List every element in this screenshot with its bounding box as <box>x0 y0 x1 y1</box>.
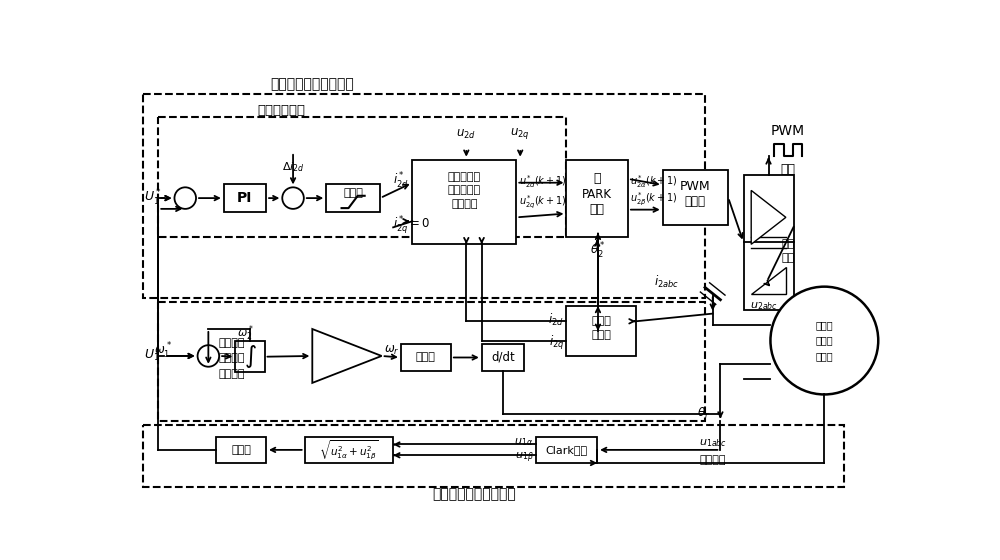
Circle shape <box>174 187 196 209</box>
Text: $\int$: $\int$ <box>244 343 256 370</box>
Bar <box>566 160 628 236</box>
Text: $\omega_1^*$: $\omega_1^*$ <box>154 340 172 361</box>
Text: $u_{2\alpha}^*(k+1)$: $u_{2\alpha}^*(k+1)$ <box>630 172 678 189</box>
Text: +: + <box>291 195 301 208</box>
Bar <box>663 170 728 225</box>
Text: 信号: 信号 <box>781 163 796 176</box>
Text: $i_{2d}^*$: $i_{2d}^*$ <box>393 171 409 192</box>
Bar <box>143 425 844 487</box>
Text: $u_{2q}^*(k+1)$: $u_{2q}^*(k+1)$ <box>519 193 566 211</box>
Bar <box>158 302 705 421</box>
Text: $\omega_r$: $\omega_r$ <box>384 344 400 357</box>
Polygon shape <box>312 329 382 383</box>
Text: 功率绕组电压幅値计算: 功率绕组电压幅値计算 <box>432 488 516 502</box>
Bar <box>235 341 265 372</box>
Text: $i_{2abc}$: $i_{2abc}$ <box>654 274 679 291</box>
Text: $i_{2d}$: $i_{2d}$ <box>548 312 564 328</box>
Text: 发电机: 发电机 <box>816 351 833 361</box>
Text: $u_{2\beta}^*(k+1)$: $u_{2\beta}^*(k+1)$ <box>630 191 678 208</box>
Text: 馈感应: 馈感应 <box>816 335 833 346</box>
Bar <box>482 344 524 371</box>
Text: PWM: PWM <box>771 124 805 138</box>
Text: +: + <box>207 354 218 367</box>
Text: −: − <box>199 347 210 360</box>
Text: 限幅器: 限幅器 <box>343 189 363 198</box>
Text: $\omega_2^*$: $\omega_2^*$ <box>237 323 254 343</box>
Text: $i_{2q}$: $i_{2q}$ <box>549 334 564 352</box>
Bar <box>305 437 393 463</box>
Bar <box>744 175 794 310</box>
Bar <box>326 184 380 212</box>
Text: 变换: 变换 <box>590 203 605 216</box>
Circle shape <box>198 345 219 367</box>
Text: $u_{2abc}$: $u_{2abc}$ <box>750 300 778 312</box>
Text: −: − <box>183 196 194 209</box>
Text: $\theta_2^*$: $\theta_2^*$ <box>590 240 606 260</box>
Text: 旋转坐: 旋转坐 <box>591 316 611 326</box>
Text: $U_1^*$: $U_1^*$ <box>144 188 162 208</box>
Text: 电流矢量: 电流矢量 <box>218 353 245 363</box>
Text: $u_{1\beta}$: $u_{1\beta}$ <box>515 450 533 465</box>
Circle shape <box>282 187 304 209</box>
Text: 无刷双: 无刷双 <box>816 320 833 330</box>
Bar <box>536 437 597 463</box>
Text: $\theta_r$: $\theta_r$ <box>697 406 710 421</box>
Text: 流控制器: 流控制器 <box>451 199 478 209</box>
Text: 滤波器: 滤波器 <box>416 352 436 362</box>
Text: $u_{2q}$: $u_{2q}$ <box>510 126 530 141</box>
Text: 控制绕组无: 控制绕组无 <box>448 171 481 181</box>
Polygon shape <box>751 190 786 244</box>
Text: 逆: 逆 <box>593 172 601 185</box>
Bar <box>216 437 266 463</box>
Bar <box>412 160 516 244</box>
Circle shape <box>770 287 878 394</box>
Text: 生成器: 生成器 <box>685 195 706 208</box>
Text: 标变换: 标变换 <box>591 330 611 340</box>
Text: d/dt: d/dt <box>491 351 515 364</box>
Bar <box>158 117 566 236</box>
Text: 空载励磁电流: 空载励磁电流 <box>258 104 306 117</box>
Bar <box>224 184 266 212</box>
Text: 控制绕组: 控制绕组 <box>218 338 245 348</box>
Text: 功率绕组电压幅値控制: 功率绕组电压幅値控制 <box>270 77 354 91</box>
Text: +: + <box>176 189 187 202</box>
Text: $u_{2d}$: $u_{2d}$ <box>456 128 476 141</box>
Text: PI: PI <box>237 191 253 205</box>
Text: $u_{1abc}$: $u_{1abc}$ <box>699 437 727 449</box>
Text: 绕组: 绕组 <box>782 253 795 263</box>
Polygon shape <box>751 267 786 295</box>
Text: $U_1$: $U_1$ <box>144 348 160 363</box>
Text: +: + <box>284 189 295 202</box>
Text: 角度计算: 角度计算 <box>218 368 245 379</box>
Text: 控制: 控制 <box>782 239 795 249</box>
Text: PARK: PARK <box>582 188 612 200</box>
Text: $i_{2q}^*=0$: $i_{2q}^*=0$ <box>393 214 430 236</box>
Text: PWM: PWM <box>680 180 711 193</box>
Bar <box>401 344 451 371</box>
Text: $\Delta i_{2d}$: $\Delta i_{2d}$ <box>282 160 304 174</box>
Text: $p_1+p_2$: $p_1+p_2$ <box>320 350 350 362</box>
Text: Clark变换: Clark变换 <box>545 445 587 455</box>
Text: 参数预测电: 参数预测电 <box>448 185 481 195</box>
Text: $u_{1\alpha}$: $u_{1\alpha}$ <box>514 436 533 448</box>
Bar <box>143 94 705 298</box>
Text: 滤波器: 滤波器 <box>231 445 251 455</box>
Text: $u_{2d}^*(k+1)$: $u_{2d}^*(k+1)$ <box>519 172 566 189</box>
Bar <box>566 306 636 356</box>
Text: 功率绕组: 功率绕组 <box>699 455 726 465</box>
Text: $\sqrt{u_{1\alpha}^2+u_{1\beta}^2}$: $\sqrt{u_{1\alpha}^2+u_{1\beta}^2}$ <box>319 438 379 461</box>
